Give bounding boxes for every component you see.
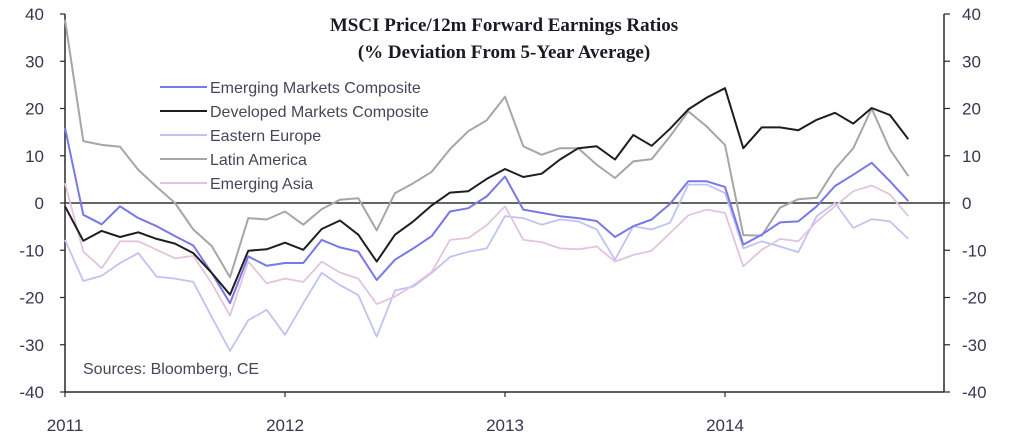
left-tick-label: 0 <box>35 194 44 213</box>
left-tick-label: -20 <box>19 289 44 308</box>
left-tick-label: -40 <box>19 383 44 402</box>
legend-item-developed-markets-composite: Developed Markets Composite <box>160 104 429 121</box>
series-line-developed-markets-composite <box>64 87 910 296</box>
legend-item-eastern-europe: Eastern Europe <box>160 128 321 145</box>
legend-item-emerging-markets-composite: Emerging Markets Composite <box>160 80 421 97</box>
left-tick-label: -10 <box>19 241 44 260</box>
series-line-eastern-europe <box>64 183 909 352</box>
series-lines <box>64 19 910 352</box>
chart-subtitle: (% Deviation From 5-Year Average) <box>358 42 650 63</box>
right-tick-label: 10 <box>962 147 981 166</box>
right-axis-ticks: 40 30 20 10 0 -10 -20 -30 -40 <box>944 5 987 402</box>
left-tick-label: -30 <box>19 336 44 355</box>
x-tick-label: 2014 <box>706 416 744 435</box>
right-tick-label: -40 <box>962 383 987 402</box>
series-line-emerging-markets-composite <box>64 127 910 305</box>
legend-label: Latin America <box>210 152 307 169</box>
chart-title: MSCI Price/12m Forward Earnings Ratios <box>330 15 678 36</box>
right-tick-label: -30 <box>962 336 987 355</box>
left-tick-label: 40 <box>25 5 44 24</box>
right-tick-label: 30 <box>962 52 981 71</box>
legend-item-emerging-asia: Emerging Asia <box>160 176 313 193</box>
x-axis-ticks: 2011 2012 2013 2014 <box>47 392 744 435</box>
right-tick-label: 20 <box>962 100 981 119</box>
right-tick-label: -20 <box>962 289 987 308</box>
right-tick-label: 0 <box>962 194 971 213</box>
legend: Emerging Markets Composite Developed Mark… <box>160 80 429 193</box>
left-tick-label: 20 <box>25 100 44 119</box>
series-line-emerging-asia <box>64 182 909 317</box>
axes <box>64 14 945 393</box>
legend-item-latin-america: Latin America <box>160 152 307 169</box>
legend-label: Emerging Asia <box>210 176 313 193</box>
left-axis-ticks: 40 30 20 10 0 -10 -20 -30 -40 <box>19 5 65 402</box>
legend-label: Developed Markets Composite <box>210 104 429 121</box>
legend-label: Emerging Markets Composite <box>210 80 421 97</box>
series-line-latin-america <box>64 19 910 279</box>
left-tick-label: 10 <box>25 147 44 166</box>
source-note: Sources: Bloomberg, CE <box>83 361 259 378</box>
right-tick-label: -10 <box>962 241 987 260</box>
left-tick-label: 30 <box>25 52 44 71</box>
right-tick-label: 40 <box>962 5 981 24</box>
x-tick-label: 2012 <box>266 416 304 435</box>
legend-label: Eastern Europe <box>210 128 321 145</box>
x-tick-label: 2013 <box>486 416 524 435</box>
x-tick-label: 2011 <box>47 416 84 435</box>
